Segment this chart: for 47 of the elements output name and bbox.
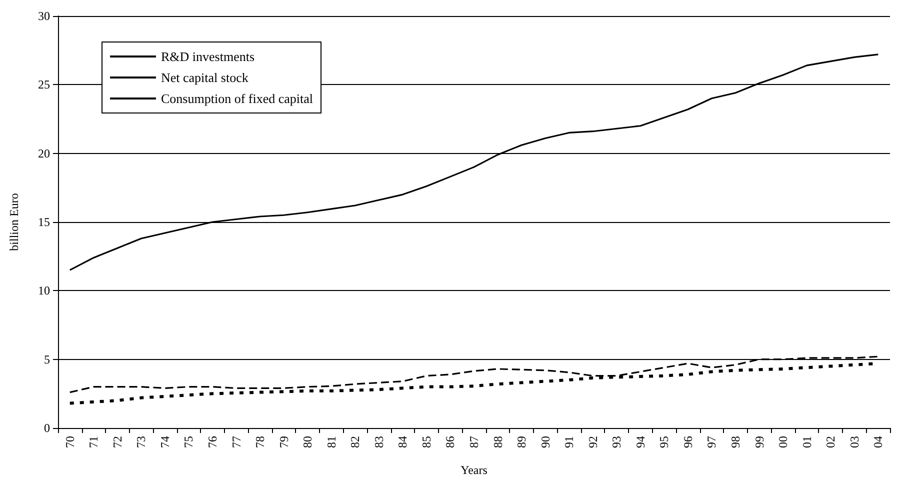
x-tick-label: 99 [752,436,766,448]
y-tick-label: 5 [44,352,50,366]
x-tick-label: 71 [86,436,101,448]
x-tick-label: 85 [419,436,434,448]
y-tick-label: 30 [38,9,50,23]
x-tick-label: 75 [182,436,196,448]
x-tick-label: 84 [396,436,410,448]
x-tick-label: 72 [110,436,124,448]
x-tick-label: 89 [514,436,529,448]
y-tick-label: 15 [38,215,50,229]
x-axis-title: Years [460,463,488,477]
x-tick-label: 81 [324,436,338,448]
x-tick-label: 83 [372,436,386,448]
x-tick-label: 79 [276,436,291,448]
x-tick-label: 88 [490,436,505,448]
legend-label: Net capital stock [161,70,249,85]
x-tick-label: 04 [871,436,886,448]
x-tick-label: 87 [467,436,481,448]
x-tick-label: 80 [300,436,315,448]
x-tick-label: 76 [206,436,220,448]
x-tick-label: 92 [586,436,600,448]
y-tick-label: 25 [38,78,50,92]
x-tick-label: 01 [800,436,814,448]
x-tick-label: 86 [443,436,458,448]
x-tick-label: 94 [633,436,648,448]
x-tick-label: 82 [348,436,362,448]
x-tick-label: 95 [657,436,672,448]
x-tick-label: 91 [562,436,576,448]
x-tick-label: 73 [134,436,148,448]
y-tick-label: 20 [38,146,50,160]
x-tick-label: 74 [158,436,172,448]
x-tick-label: 98 [728,436,742,448]
x-tick-label: 70 [62,436,77,448]
legend-label: R&D investments [161,49,255,64]
x-tick-label: 93 [610,436,624,448]
y-tick-label: 0 [44,421,50,435]
x-tick-label: 03 [847,436,862,448]
x-tick-label: 77 [229,436,244,448]
x-tick-label: 78 [253,436,268,448]
x-tick-label: 02 [824,436,838,448]
legend-label: Consumption of fixed capital [161,91,314,106]
y-tick-label: 10 [38,284,50,298]
x-tick-label: 00 [776,436,790,448]
x-tick-label: 97 [704,436,719,448]
y-axis-title: billion Euro [7,193,21,251]
x-tick-label: 96 [680,436,695,448]
x-tick-label: 90 [538,436,552,448]
